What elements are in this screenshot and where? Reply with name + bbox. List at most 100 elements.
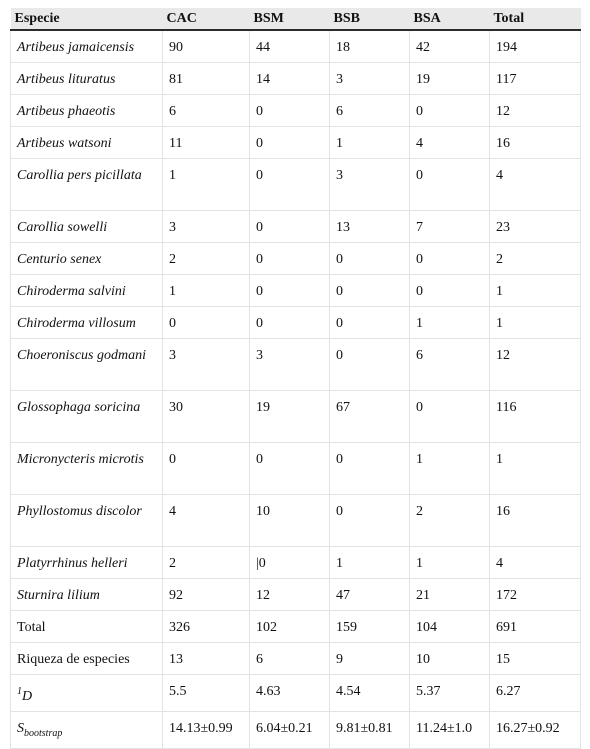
table-row: Carollia sowelli 3 0 13 7 23 [10, 210, 581, 243]
cell-bsm: 19 [249, 390, 330, 443]
cell-bsm: 14 [249, 62, 330, 95]
cell-bsm: 0 [249, 274, 330, 307]
cell-bsa: 1 [409, 546, 490, 579]
species-name: Phyllostomus discolor [10, 494, 163, 547]
cell-bsa: 10 [409, 642, 490, 675]
species-name: Artibeus lituratus [10, 62, 163, 95]
cell-bsm: 0 [249, 94, 330, 127]
cell-total: 691 [489, 610, 581, 643]
species-name: Chiroderma salvini [10, 274, 163, 307]
header-bsa: BSA [409, 8, 490, 31]
cell-bsm: 6 [249, 642, 330, 675]
cell-bsm: 0 [249, 210, 330, 243]
species-name: Carollia pers picillata [10, 158, 163, 211]
cell-total: 12 [489, 94, 581, 127]
cell-total: 16 [489, 126, 581, 159]
cell-bsa: 4 [409, 126, 490, 159]
cell-total: 15 [489, 642, 581, 675]
cell-cac: 14.13±0.99 [162, 711, 250, 749]
species-name: Carollia sowelli [10, 210, 163, 243]
species-name: Artibeus phaeotis [10, 94, 163, 127]
cell-total: 194 [489, 30, 581, 63]
cell-bsa: 42 [409, 30, 490, 63]
cell-bsb: 67 [329, 390, 410, 443]
cell-bsa: 19 [409, 62, 490, 95]
cell-bsa: 7 [409, 210, 490, 243]
cell-bsm: 4.63 [249, 674, 330, 712]
cell-cac: 13 [162, 642, 250, 675]
cell-bsb: 159 [329, 610, 410, 643]
cell-bsb: 0 [329, 494, 410, 547]
table-row: Artibeus phaeotis 6 0 6 0 12 [10, 94, 581, 127]
cell-cac: 0 [162, 442, 250, 495]
cell-bsa: 0 [409, 158, 490, 211]
cell-bsb: 0 [329, 242, 410, 275]
cell-total: 16.27±0.92 [489, 711, 581, 749]
cell-total: 4 [489, 158, 581, 211]
cell-cac: 0 [162, 306, 250, 339]
cell-bsm: 0 [249, 306, 330, 339]
cell-cac: 3 [162, 338, 250, 391]
cell-bsb: 9.81±0.81 [329, 711, 410, 749]
cell-bsm: 102 [249, 610, 330, 643]
cell-bsb: 18 [329, 30, 410, 63]
cell-bsb: 4.54 [329, 674, 410, 712]
cell-total: 2 [489, 242, 581, 275]
cell-bsa: 0 [409, 274, 490, 307]
table-row: Micronycteris microtis 0 0 0 1 1 [10, 442, 581, 495]
cell-bsa: 2 [409, 494, 490, 547]
cell-bsb: 0 [329, 442, 410, 495]
species-name: Glossophaga soricina [10, 390, 163, 443]
species-name: Centurio senex [10, 242, 163, 275]
cell-bsb: 3 [329, 62, 410, 95]
bootstrap-row: Sbootstrap 14.13±0.99 6.04±0.21 9.81±0.8… [10, 711, 581, 749]
cell-cac: 11 [162, 126, 250, 159]
cell-bsa: 5.37 [409, 674, 490, 712]
cell-bsb: 1 [329, 126, 410, 159]
header-total: Total [489, 8, 581, 31]
cell-bsa: 6 [409, 338, 490, 391]
cell-cac: 30 [162, 390, 250, 443]
cell-bsa: 104 [409, 610, 490, 643]
cell-bsm: |0 [249, 546, 330, 579]
cell-total: 117 [489, 62, 581, 95]
table-row: Sturnira lilium 92 12 47 21 172 [10, 578, 581, 611]
cell-bsb: 9 [329, 642, 410, 675]
species-name: Artibeus watsoni [10, 126, 163, 159]
bootstrap-label: Sbootstrap [10, 711, 163, 749]
diversity-row: 1D 5.5 4.63 4.54 5.37 6.27 [10, 674, 581, 712]
cell-bsm: 0 [249, 442, 330, 495]
cell-cac: 90 [162, 30, 250, 63]
header-especie: Especie [10, 8, 163, 31]
richness-row: Riqueza de especies 13 6 9 10 15 [10, 642, 581, 675]
total-row: Total 326 102 159 104 691 [10, 610, 581, 643]
cell-total: 23 [489, 210, 581, 243]
cell-cac: 3 [162, 210, 250, 243]
cell-cac: 92 [162, 578, 250, 611]
cell-bsm: 6.04±0.21 [249, 711, 330, 749]
diversity-label: 1D [10, 674, 163, 712]
cell-bsm: 10 [249, 494, 330, 547]
cell-cac: 326 [162, 610, 250, 643]
cell-cac: 6 [162, 94, 250, 127]
cell-total: 1 [489, 274, 581, 307]
cell-bsb: 47 [329, 578, 410, 611]
table-row: Carollia pers picillata 1 0 3 0 4 [10, 158, 581, 211]
species-name: Artibeus jamaicensis [10, 30, 163, 63]
cell-cac: 5.5 [162, 674, 250, 712]
header-cac: CAC [162, 8, 250, 31]
cell-bsb: 13 [329, 210, 410, 243]
table-row: Platyrrhinus helleri 2 |0 1 1 4 [10, 546, 581, 579]
cell-bsa: 21 [409, 578, 490, 611]
species-name: Sturnira lilium [10, 578, 163, 611]
cell-bsb: 0 [329, 306, 410, 339]
cell-total: 1 [489, 306, 581, 339]
cell-total: 16 [489, 494, 581, 547]
table-row: Artibeus jamaicensis 90 44 18 42 194 [10, 30, 581, 63]
cell-bsb: 6 [329, 94, 410, 127]
species-name: Micronycteris microtis [10, 442, 163, 495]
species-name: Platyrrhinus helleri [10, 546, 163, 579]
cell-bsm: 0 [249, 242, 330, 275]
header-row: Especie CAC BSM BSB BSA Total [10, 8, 581, 31]
table-row: Choeroniscus godmani 3 3 0 6 12 [10, 338, 581, 391]
